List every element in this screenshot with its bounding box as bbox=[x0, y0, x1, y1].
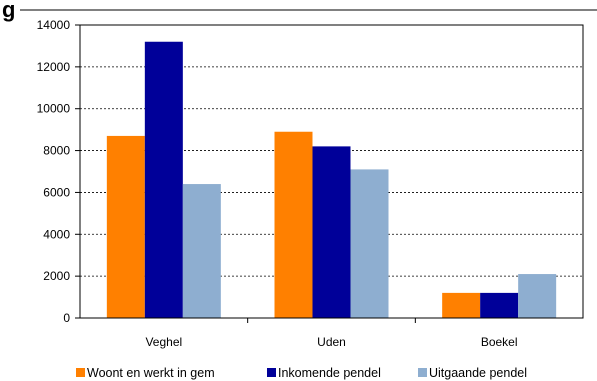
bar bbox=[182, 184, 221, 318]
axes bbox=[75, 24, 584, 323]
bar bbox=[442, 292, 481, 318]
legend-swatch bbox=[76, 368, 85, 377]
legend-swatch bbox=[418, 368, 427, 377]
bar bbox=[106, 135, 145, 318]
y-tick-label: 0 bbox=[63, 311, 70, 325]
legend-label: Uitgaande pendel bbox=[429, 366, 527, 380]
y-tick-label: 8000 bbox=[43, 144, 70, 158]
y-tick-labels: 0 2000 4000 6000 8000 10000 12000 14000 bbox=[37, 18, 71, 325]
plot-frame bbox=[79, 24, 584, 319]
partial-title: g bbox=[2, 0, 15, 22]
x-tick-label: Uden bbox=[317, 335, 346, 349]
legend-swatch bbox=[267, 368, 276, 377]
legend: Woont en werkt in gem Inkomende pendel Uit… bbox=[76, 366, 527, 380]
bar bbox=[312, 146, 351, 318]
bar bbox=[350, 169, 389, 318]
y-tick-label: 6000 bbox=[43, 185, 70, 199]
y-tick-label: 4000 bbox=[43, 227, 70, 241]
bar bbox=[518, 274, 557, 318]
bar bbox=[480, 292, 519, 318]
bar bbox=[274, 131, 313, 318]
x-tick-labels: Veghel Uden Boekel bbox=[145, 335, 517, 349]
bar bbox=[144, 41, 183, 318]
y-tick-label: 10000 bbox=[37, 102, 71, 116]
y-tick-label: 14000 bbox=[37, 18, 71, 32]
x-tick-label: Boekel bbox=[481, 335, 518, 349]
x-tick-label: Veghel bbox=[145, 335, 182, 349]
y-tick-label: 12000 bbox=[37, 60, 71, 74]
legend-label: Inkomende pendel bbox=[278, 366, 381, 380]
y-tick-label: 2000 bbox=[43, 269, 70, 283]
legend-label: Woont en werkt in gem bbox=[87, 366, 215, 380]
bars bbox=[106, 41, 557, 318]
